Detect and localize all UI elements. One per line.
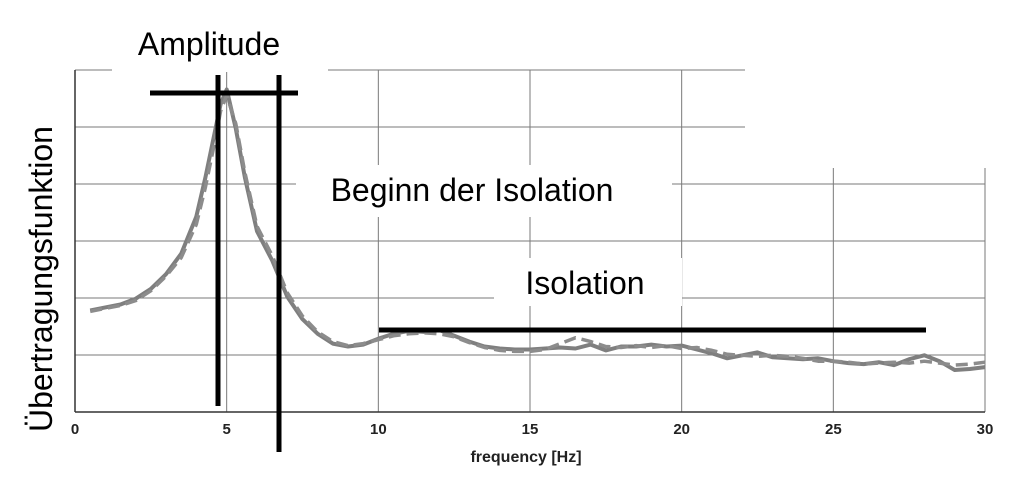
grid-mask — [745, 60, 995, 168]
annotation-isolation-bg — [494, 258, 682, 306]
annotation-amplitude: Amplitude — [138, 26, 280, 62]
x-axis-label: frequency [Hz] — [470, 449, 581, 466]
grid — [74, 60, 995, 413]
series-line-dashed — [89, 93, 986, 367]
annotation-isolation: Isolation — [525, 265, 644, 301]
annotation-isolation-begin-bg — [296, 165, 672, 217]
annotation-amplitude-bg — [112, 22, 328, 72]
x-tick-label: 0 — [71, 421, 79, 438]
annotation-markers — [150, 75, 926, 452]
x-tick-label: 30 — [977, 421, 994, 438]
x-tick-label: 25 — [825, 421, 842, 438]
annotation-isolation-begin: Beginn der Isolation — [331, 172, 614, 208]
x-tick-label: 10 — [370, 421, 387, 438]
series-line-solid — [89, 87, 986, 372]
x-axis-ticks: 0 5 10 15 20 25 30 — [71, 421, 994, 438]
x-tick-label: 15 — [522, 421, 539, 438]
y-axis-label: Übertragungsfunktion — [23, 126, 59, 432]
series-group — [89, 87, 986, 372]
x-tick-label: 5 — [222, 421, 230, 438]
x-tick-label: 20 — [673, 421, 690, 438]
